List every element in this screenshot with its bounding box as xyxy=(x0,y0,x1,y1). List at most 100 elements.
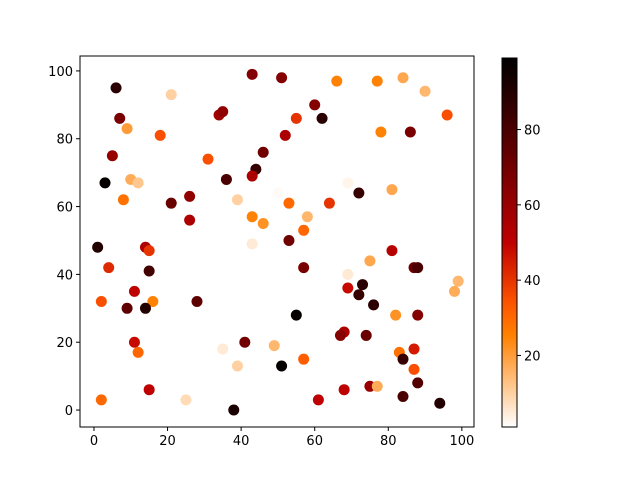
data-point xyxy=(154,129,166,141)
data-point xyxy=(290,112,302,124)
x-axis: 0 20 40 60 80 100 xyxy=(90,427,474,449)
data-point xyxy=(228,404,240,416)
data-point xyxy=(139,302,151,314)
data-point xyxy=(353,187,365,199)
data-point xyxy=(246,170,258,182)
data-point xyxy=(419,85,431,97)
data-point xyxy=(360,329,372,341)
colorbar-tick-label: 60 xyxy=(524,199,541,214)
data-point xyxy=(342,268,354,280)
data-point xyxy=(298,353,310,365)
data-point xyxy=(441,109,453,121)
data-point xyxy=(132,177,144,189)
x-tick-label: 20 xyxy=(159,434,176,449)
data-point xyxy=(121,123,133,135)
x-tick-label: 100 xyxy=(449,434,474,449)
colorbar-axis: 20 40 60 80 xyxy=(517,124,541,364)
data-point xyxy=(276,72,288,84)
data-point xyxy=(268,340,280,352)
data-point xyxy=(408,363,420,375)
points-layer xyxy=(92,68,464,416)
colorbar xyxy=(501,57,518,428)
data-point xyxy=(342,282,354,294)
colorbar-tick-label: 40 xyxy=(524,274,541,289)
data-point xyxy=(290,309,302,321)
data-point xyxy=(279,129,291,141)
data-point xyxy=(298,262,310,274)
data-point xyxy=(239,336,251,348)
data-point xyxy=(246,68,258,80)
data-point xyxy=(231,360,243,372)
x-tick-label: 60 xyxy=(306,434,323,449)
data-point xyxy=(180,394,192,406)
data-point xyxy=(257,146,269,158)
data-point xyxy=(357,279,369,291)
data-point xyxy=(276,360,288,372)
data-point xyxy=(231,194,243,206)
data-point xyxy=(92,241,104,253)
data-point xyxy=(143,245,155,257)
data-point xyxy=(338,384,350,396)
data-point xyxy=(412,262,424,274)
data-point xyxy=(95,394,107,406)
data-point xyxy=(452,275,464,287)
data-point xyxy=(95,296,107,308)
data-point xyxy=(342,177,354,189)
data-point xyxy=(312,394,324,406)
y-tick-label: 0 xyxy=(65,404,73,419)
data-point xyxy=(364,255,376,267)
data-point xyxy=(408,343,420,355)
data-point xyxy=(386,184,398,196)
data-point xyxy=(121,302,133,314)
data-point xyxy=(375,126,387,138)
data-point xyxy=(110,82,122,94)
data-point xyxy=(397,353,409,365)
y-tick-label: 100 xyxy=(48,65,73,80)
data-point xyxy=(283,197,295,209)
data-point xyxy=(114,112,126,124)
data-point xyxy=(397,390,409,402)
data-point xyxy=(103,262,115,274)
data-point xyxy=(371,380,383,392)
data-point xyxy=(106,150,118,162)
data-point xyxy=(117,194,129,206)
data-point xyxy=(165,197,177,209)
data-point xyxy=(99,177,111,189)
data-point xyxy=(390,309,402,321)
data-point xyxy=(184,214,196,226)
data-point xyxy=(412,377,424,389)
data-point xyxy=(220,173,232,185)
data-point xyxy=(184,190,196,202)
data-point xyxy=(217,106,229,118)
data-point xyxy=(371,75,383,87)
data-point xyxy=(301,211,313,223)
data-point xyxy=(257,218,269,230)
data-point xyxy=(316,112,328,124)
data-point xyxy=(323,197,335,209)
data-point xyxy=(331,75,343,87)
data-point xyxy=(397,72,409,84)
data-point xyxy=(147,296,159,308)
colorbar-tick-label: 80 xyxy=(524,124,541,139)
data-point xyxy=(165,89,177,101)
y-axis: 0 20 40 60 80 100 xyxy=(48,65,80,419)
data-point xyxy=(143,384,155,396)
y-tick-label: 20 xyxy=(56,336,73,351)
plot-frame xyxy=(79,55,475,428)
data-point xyxy=(386,245,398,257)
data-point xyxy=(128,285,140,297)
data-point xyxy=(143,265,155,277)
data-point xyxy=(309,99,321,111)
data-point xyxy=(128,336,140,348)
data-point xyxy=(334,329,346,341)
data-point xyxy=(353,289,365,301)
data-point xyxy=(298,224,310,236)
data-point xyxy=(246,211,258,223)
data-point xyxy=(202,153,214,165)
data-point xyxy=(412,309,424,321)
data-point xyxy=(246,238,258,250)
data-point xyxy=(449,285,461,297)
y-tick-label: 60 xyxy=(56,201,73,216)
data-point xyxy=(132,346,144,358)
